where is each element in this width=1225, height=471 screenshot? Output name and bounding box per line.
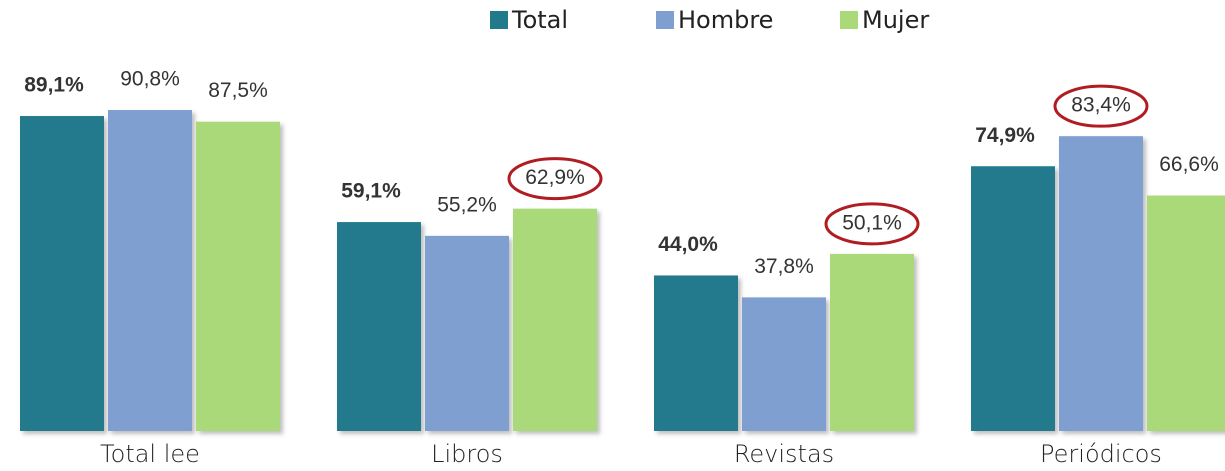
- bar: [742, 297, 826, 431]
- legend-swatch: [656, 11, 674, 29]
- highlight-circle: [507, 157, 603, 201]
- legend-label: Hombre: [678, 6, 773, 34]
- data-label: 87,5%: [208, 79, 268, 102]
- x-tick-label: Total lee: [100, 440, 200, 468]
- highlight-circle: [1053, 84, 1149, 128]
- bar: [425, 235, 509, 431]
- bar: [1147, 195, 1225, 431]
- bar: [513, 208, 597, 431]
- data-label: 89,1%: [24, 74, 84, 97]
- data-label: 55,2%: [437, 193, 497, 216]
- bar: [108, 110, 192, 431]
- bar: [20, 116, 104, 432]
- data-label: 50,1%: [842, 211, 902, 234]
- data-label: 59,1%: [341, 180, 401, 203]
- bar: [196, 121, 280, 431]
- x-tick-label: Libros: [431, 440, 503, 468]
- legend-swatch: [840, 11, 858, 29]
- bar: [654, 275, 738, 431]
- bar: [830, 253, 914, 431]
- data-label: 74,9%: [975, 124, 1035, 147]
- bar: [1059, 136, 1143, 431]
- x-tick-label: Revistas: [734, 440, 834, 468]
- legend-swatch: [490, 11, 508, 29]
- bar: [971, 166, 1055, 431]
- data-label: 83,4%: [1071, 94, 1131, 117]
- highlight-circle: [824, 202, 920, 246]
- legend-label: Total: [511, 6, 568, 34]
- data-label: 90,8%: [120, 68, 180, 91]
- data-label: 62,9%: [525, 166, 585, 189]
- data-label: 37,8%: [754, 255, 814, 278]
- data-label: 44,0%: [658, 233, 718, 256]
- bar: [337, 222, 421, 431]
- legend-label: Mujer: [862, 6, 929, 34]
- data-label: 66,6%: [1159, 153, 1219, 176]
- x-tick-label: Periódicos: [1040, 440, 1162, 468]
